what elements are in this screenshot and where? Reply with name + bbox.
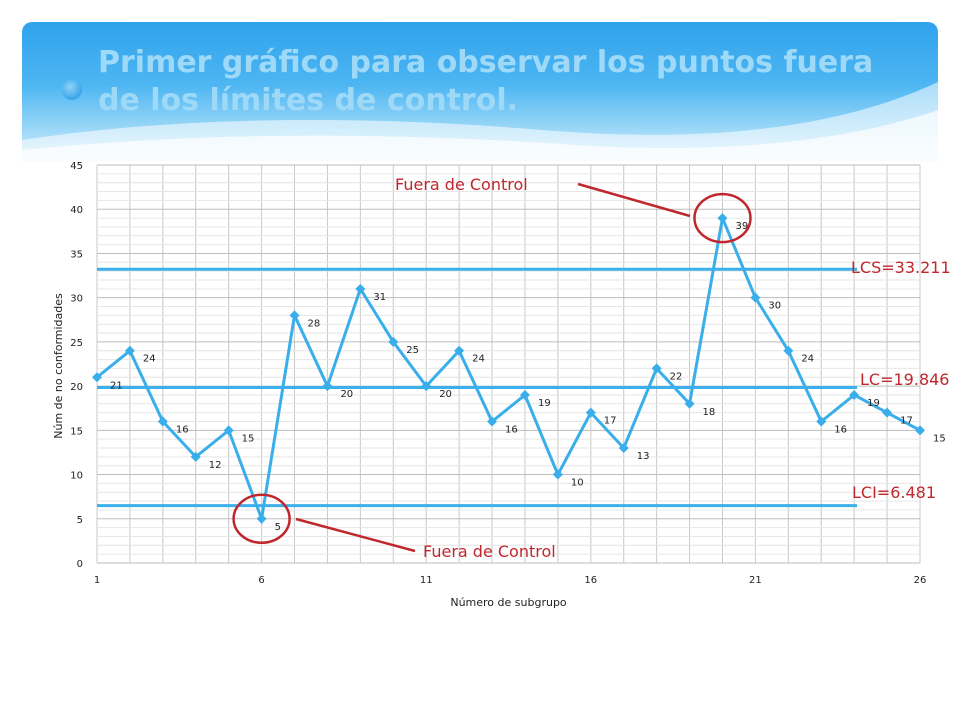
control-limit-label: LCI=6.481: [852, 483, 936, 502]
y-tick-label: 5: [77, 515, 83, 526]
data-label: 24: [472, 354, 485, 365]
data-point: [223, 425, 234, 436]
data-label: 22: [670, 371, 683, 382]
annotation-label: Fuera de Control: [423, 542, 556, 561]
x-tick-label: 6: [258, 575, 264, 586]
outlier-circle: [232, 493, 291, 545]
data-labels: 21 24 16 12 15 5 28 20 31 25 20 24 16 19 10 17 13 22 18 39 3…: [110, 221, 946, 533]
data-point: [684, 398, 695, 409]
data-label: 17: [604, 416, 617, 427]
data-label: 20: [340, 389, 353, 400]
control-limit-label: LCS=33.211: [851, 258, 951, 277]
y-axis-ticks: 0 5 10 15 20 25 30 35 40 45: [70, 161, 83, 570]
data-point: [519, 389, 530, 400]
data-label: 24: [801, 354, 814, 365]
wave-decoration: [22, 82, 938, 162]
data-label: 24: [143, 354, 156, 365]
data-label: 25: [406, 345, 419, 356]
control-limits: LCS=33.211 LC=19.846 LCI=6.481: [97, 258, 951, 508]
data-point: [256, 513, 267, 524]
data-point: [289, 310, 300, 321]
data-point: [124, 345, 135, 356]
series-line: [96, 212, 921, 525]
data-point: [454, 345, 465, 356]
y-tick-label: 45: [70, 161, 83, 172]
data-point: [882, 407, 893, 418]
data-label: 20: [439, 389, 452, 400]
x-tick-label: 11: [420, 575, 433, 586]
x-tick-label: 26: [914, 575, 927, 586]
x-axis-label: Número de subgrupo: [450, 596, 567, 609]
data-point: [157, 416, 168, 427]
data-point: [552, 469, 563, 480]
y-tick-label: 0: [77, 559, 83, 570]
data-point: [783, 345, 794, 356]
series-line-group: [92, 212, 925, 525]
chart-grid: [96, 164, 921, 564]
data-label: 30: [768, 301, 781, 312]
data-label: 15: [242, 433, 255, 444]
data-point: [355, 283, 366, 294]
data-point: [750, 292, 761, 303]
data-label: 13: [637, 451, 650, 462]
data-point: [618, 443, 629, 454]
data-label: 17: [900, 416, 913, 427]
y-axis-label: Núm de no conformidades: [52, 293, 65, 439]
data-label: 39: [735, 221, 748, 232]
x-tick-label: 16: [584, 575, 597, 586]
bullet-icon: [62, 80, 82, 100]
y-tick-label: 30: [70, 294, 83, 305]
data-label: 28: [308, 318, 321, 329]
title-banner: [22, 22, 938, 162]
data-label: 16: [505, 424, 518, 435]
data-label: 15: [933, 433, 946, 444]
x-tick-label: 21: [749, 575, 762, 586]
data-point: [915, 425, 925, 436]
annotation-pointer: [577, 182, 691, 218]
data-label: 31: [373, 292, 386, 303]
data-label: 19: [867, 398, 880, 409]
data-label: 18: [703, 407, 716, 418]
control-limit-label: LC=19.846: [860, 370, 949, 389]
outlier-circle: [693, 192, 752, 244]
data-point: [92, 372, 102, 383]
y-tick-label: 40: [70, 205, 83, 216]
slide-title: Primer gráfico para observar los puntos …: [98, 45, 874, 118]
y-tick-label: 20: [70, 382, 83, 393]
annotation-label: Fuera de Control: [395, 175, 528, 194]
data-label: 10: [571, 478, 584, 489]
x-axis-ticks: 1 6 11 16 21 26: [94, 575, 927, 586]
annotations: Fuera de Control Fuera de Control: [232, 175, 752, 561]
data-point: [585, 407, 596, 418]
data-point: [849, 389, 860, 400]
y-tick-label: 35: [70, 249, 83, 260]
annotation-pointer: [295, 517, 416, 553]
data-label: 21: [110, 380, 123, 391]
data-label: 5: [275, 522, 281, 533]
data-point: [388, 336, 399, 347]
y-tick-label: 25: [70, 338, 83, 349]
y-tick-label: 15: [70, 426, 83, 437]
x-tick-label: 1: [94, 575, 100, 586]
data-label: 16: [176, 424, 189, 435]
data-point: [322, 381, 333, 392]
data-point: [717, 213, 728, 224]
data-point: [487, 416, 498, 427]
data-point: [190, 451, 201, 462]
data-point: [421, 381, 432, 392]
data-label: 12: [209, 460, 222, 471]
data-point: [816, 416, 827, 427]
data-label: 19: [538, 398, 551, 409]
y-tick-label: 10: [70, 471, 83, 482]
data-label: 16: [834, 424, 847, 435]
data-point: [651, 363, 662, 374]
